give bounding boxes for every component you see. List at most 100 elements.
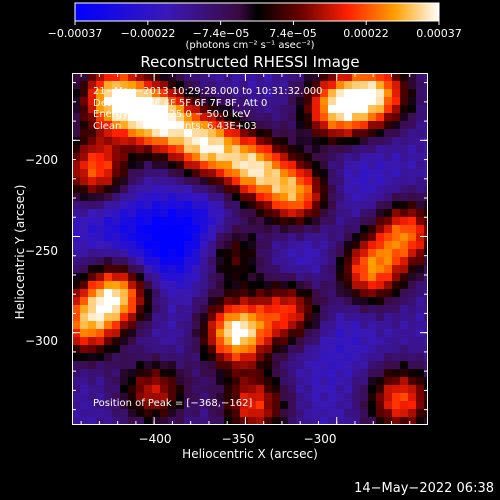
heatmap-cell [304, 129, 313, 138]
heatmap-cell [352, 73, 361, 82]
heatmap-cell [352, 97, 361, 106]
heatmap-cell [280, 417, 289, 425]
heatmap-cell [312, 281, 321, 290]
heatmap-cell [160, 73, 169, 82]
heatmap-cell [416, 353, 425, 362]
heatmap-cell [216, 257, 225, 266]
heatmap-cell [296, 145, 305, 154]
heatmap-cell [120, 345, 129, 354]
heatmap-cell [208, 153, 217, 162]
heatmap-cell [136, 361, 145, 370]
heatmap-cell [128, 113, 137, 122]
heatmap-cell [408, 217, 417, 226]
chart-title: Reconstructed RHESSI Image [140, 53, 360, 71]
heatmap-cell [400, 321, 409, 330]
heatmap-cell [344, 353, 353, 362]
heatmap-cell [336, 73, 345, 82]
heatmap-cell [192, 273, 201, 282]
heatmap-cell [296, 401, 305, 410]
heatmap-cell [240, 217, 249, 226]
heatmap-cell [160, 401, 169, 410]
heatmap-cell [312, 329, 321, 338]
heatmap-cell [392, 81, 401, 90]
heatmap-cell [128, 345, 137, 354]
heatmap-cell [312, 305, 321, 314]
heatmap-cell [384, 185, 393, 194]
heatmap-cell [264, 337, 273, 346]
heatmap-cell [176, 97, 185, 106]
heatmap-cell [272, 313, 281, 322]
heatmap-cell [208, 177, 217, 186]
heatmap-cell [384, 361, 393, 370]
heatmap-cell [160, 81, 169, 90]
heatmap-cell [280, 193, 289, 202]
heatmap-cell [112, 273, 121, 282]
heatmap-cell [272, 177, 281, 186]
heatmap-cell [216, 105, 225, 114]
heatmap-cell [392, 129, 401, 138]
heatmap-cell [424, 225, 428, 234]
heatmap-cell [232, 385, 241, 394]
heatmap-cell [264, 353, 273, 362]
heatmap-cell [240, 377, 249, 386]
heatmap-cell [112, 257, 121, 266]
heatmap-cell [144, 177, 153, 186]
heatmap-cell [168, 201, 177, 210]
heatmap-cell [184, 329, 193, 338]
heatmap-cell [288, 225, 297, 234]
heatmap-cell [96, 281, 105, 290]
heatmap-cell [272, 369, 281, 378]
heatmap-cell [424, 241, 428, 250]
heatmap-cell [88, 177, 97, 186]
heatmap-cell [72, 129, 81, 138]
heatmap-cell [208, 169, 217, 178]
heatmap-cell [224, 369, 233, 378]
heatmap-cell [296, 313, 305, 322]
heatmap-cell [392, 337, 401, 346]
heatmap-cell [312, 89, 321, 98]
heatmap-cell [144, 273, 153, 282]
heatmap-cell [368, 153, 377, 162]
heatmap-cell [288, 137, 297, 146]
heatmap-cell [416, 137, 425, 146]
heatmap-cell [264, 185, 273, 194]
heatmap-cell [264, 73, 273, 82]
heatmap-cell [192, 209, 201, 218]
heatmap-cell [352, 257, 361, 266]
heatmap-cell [192, 241, 201, 250]
heatmap-cell [320, 161, 329, 170]
heatmap-cell [240, 105, 249, 114]
heatmap-cell [88, 225, 97, 234]
heatmap-cell [232, 113, 241, 122]
heatmap-cell [344, 201, 353, 210]
heatmap-cell [288, 73, 297, 82]
heatmap-cell [400, 297, 409, 306]
heatmap-cell [96, 417, 105, 425]
heatmap-cell [224, 321, 233, 330]
heatmap-cell [368, 393, 377, 402]
heatmap-cell [416, 185, 425, 194]
heatmap-cell [208, 193, 217, 202]
heatmap-cell [168, 185, 177, 194]
heatmap-cell [168, 113, 177, 122]
heatmap-cell [408, 313, 417, 322]
heatmap-cell [400, 273, 409, 282]
heatmap-cell [240, 297, 249, 306]
heatmap-cell [392, 113, 401, 122]
heatmap-cell [176, 89, 185, 98]
heatmap-cell [272, 145, 281, 154]
heatmap-cell [192, 257, 201, 266]
heatmap-cell [168, 329, 177, 338]
heatmap-cell [176, 145, 185, 154]
heatmap-cell [336, 105, 345, 114]
heatmap-cell [304, 401, 313, 410]
heatmap-cell [152, 281, 161, 290]
heatmap-cell [280, 409, 289, 418]
heatmap-cell [104, 137, 113, 146]
heatmap-cell [400, 257, 409, 266]
heatmap-cell [416, 409, 425, 418]
heatmap-cell [312, 193, 321, 202]
heatmap-cell [400, 233, 409, 242]
heatmap-cell [272, 241, 281, 250]
heatmap-cell [152, 145, 161, 154]
